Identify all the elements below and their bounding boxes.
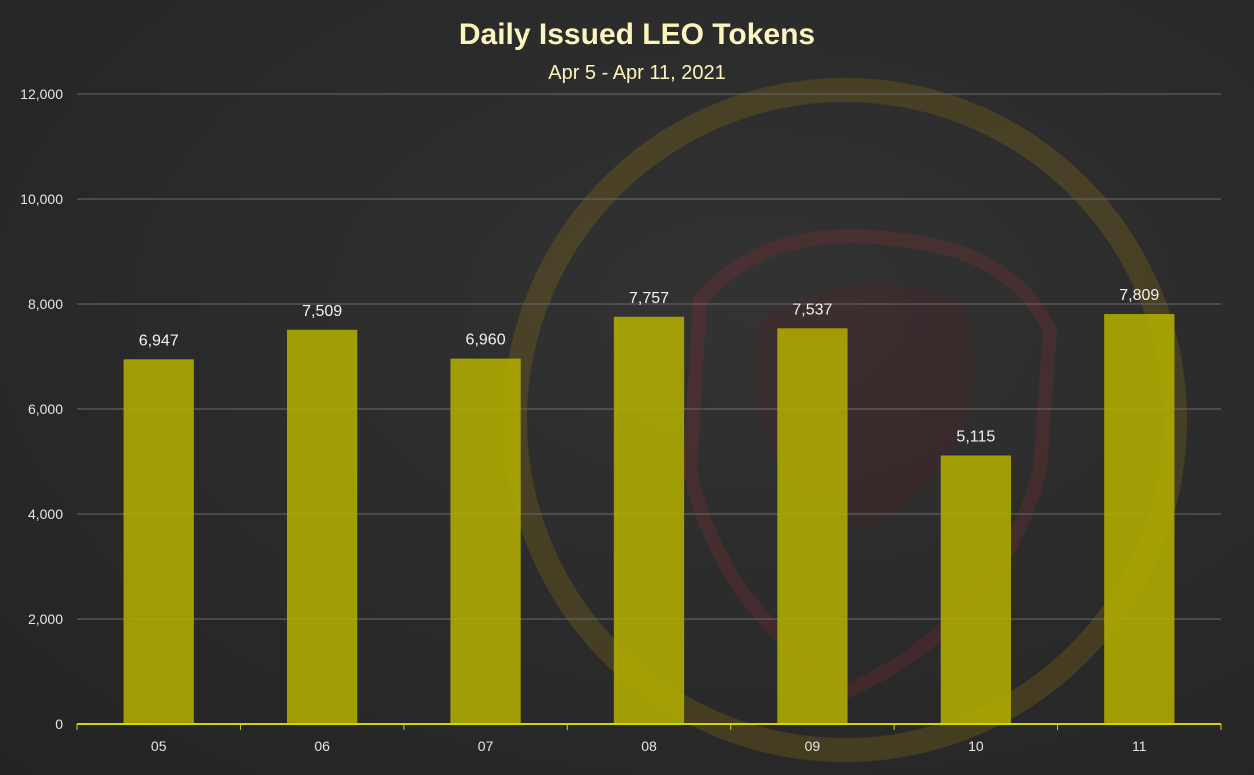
y-tick-label: 6,000 [28,401,63,417]
data-label: 5,115 [956,428,995,445]
bar [450,358,521,724]
x-tick-label: 09 [805,738,821,754]
bar [287,329,358,724]
y-tick-label: 10,000 [20,191,63,207]
data-label: 7,509 [302,303,342,320]
bar [940,455,1011,724]
data-label: 6,960 [466,332,506,349]
chart-subtitle: Apr 5 - Apr 11, 2021 [548,62,726,84]
chart-title: Daily Issued LEO Tokens [459,18,815,51]
data-label: 7,537 [792,301,832,318]
bar [123,359,194,724]
bar [613,316,685,724]
y-tick-label: 2,000 [28,611,63,627]
x-tick-label: 11 [1132,738,1147,754]
x-tick-label: 07 [478,738,494,754]
bar [1104,314,1175,724]
data-labels: 6,947 7,509 6,960 7,757 7,537 5,115 7,809 [139,287,1160,445]
bar [777,328,848,724]
y-tick-label: 8,000 [28,296,63,312]
x-axis-tick-labels: 05 06 07 08 09 10 11 [151,738,1147,754]
x-tick-label: 08 [641,738,657,754]
x-tick-label: 06 [314,738,330,754]
y-tick-label: 4,000 [28,506,63,522]
y-tick-label: 12,000 [20,86,63,102]
x-axis [76,723,1222,730]
x-tick-label: 05 [151,738,167,754]
data-label: 7,757 [629,290,669,307]
x-tick-label: 10 [968,738,984,754]
bars [123,314,1175,724]
data-label: 6,947 [139,332,179,349]
data-label: 7,809 [1119,287,1159,304]
y-tick-label: 0 [55,716,63,732]
y-axis-tick-labels: 0 2,000 4,000 6,000 8,000 10,000 12,000 [20,86,63,732]
